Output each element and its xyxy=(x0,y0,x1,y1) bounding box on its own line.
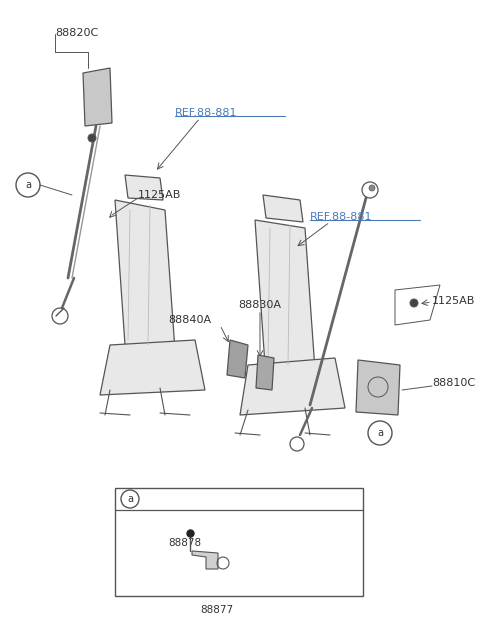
FancyBboxPatch shape xyxy=(115,488,363,596)
Text: 1125AB: 1125AB xyxy=(432,296,475,306)
Text: 88820C: 88820C xyxy=(55,28,98,38)
Text: a: a xyxy=(25,180,31,190)
Polygon shape xyxy=(100,340,205,395)
Polygon shape xyxy=(240,358,345,415)
Text: a: a xyxy=(127,494,133,504)
Polygon shape xyxy=(356,360,400,415)
Polygon shape xyxy=(256,355,274,390)
Circle shape xyxy=(410,299,418,307)
Polygon shape xyxy=(115,200,175,350)
Text: 88830A: 88830A xyxy=(238,300,281,310)
Circle shape xyxy=(88,134,96,142)
Polygon shape xyxy=(192,551,218,569)
Polygon shape xyxy=(255,220,315,370)
Text: 88840A: 88840A xyxy=(168,315,211,325)
Text: 88877: 88877 xyxy=(200,605,233,615)
Text: 88810C: 88810C xyxy=(432,378,475,388)
Polygon shape xyxy=(125,175,163,200)
Text: REF.88-881: REF.88-881 xyxy=(310,212,372,222)
Text: REF.88-881: REF.88-881 xyxy=(175,108,238,118)
Text: 1125AB: 1125AB xyxy=(138,190,181,200)
Text: a: a xyxy=(377,428,383,438)
Text: 88878: 88878 xyxy=(168,538,201,548)
Circle shape xyxy=(369,185,375,191)
Polygon shape xyxy=(83,68,112,126)
Polygon shape xyxy=(263,195,303,222)
Polygon shape xyxy=(227,340,248,378)
